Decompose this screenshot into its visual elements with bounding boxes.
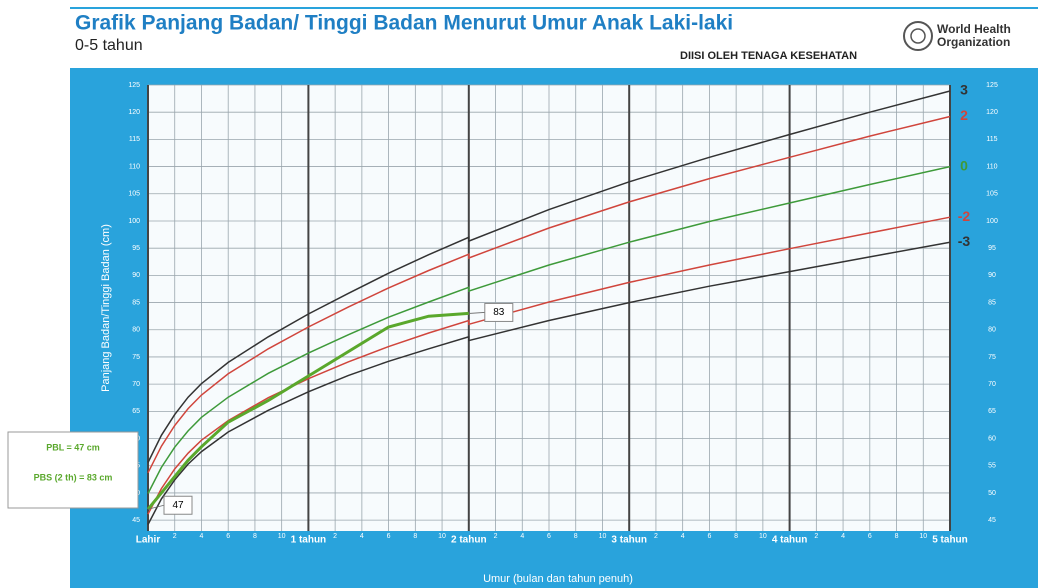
legend-label: -3 — [958, 233, 971, 249]
y-tick-label: 115 — [129, 136, 140, 143]
y-axis-title: Panjang Badan/Tinggi Badan (cm) — [100, 224, 112, 392]
x-tick-label: 6 — [547, 533, 551, 540]
annotation: PBL = 47 cm — [46, 442, 100, 452]
y-tick-label: 65 — [132, 408, 140, 415]
y-tick-label: 95 — [988, 245, 996, 252]
x-tick-label: 8 — [253, 533, 257, 540]
y-tick-label: 70 — [132, 381, 140, 388]
legend-label: -2 — [958, 208, 971, 224]
label-box — [163, 495, 193, 515]
org-name: World Health — [937, 22, 1011, 36]
x-axis-title: Umur (bulan dan tahun penuh) — [483, 573, 633, 585]
x-tick-label: 1 tahun — [291, 535, 327, 546]
x-tick-label: 10 — [599, 533, 607, 540]
y-tick-label: 95 — [132, 245, 140, 252]
y-tick-label: 105 — [986, 191, 998, 198]
y-tick-label: 45 — [988, 517, 996, 524]
who-logo-inner — [910, 28, 926, 44]
y-tick-label: 45 — [132, 517, 140, 524]
y-tick-label: 120 — [128, 109, 140, 116]
x-tick-label: 2 tahun — [451, 535, 487, 546]
reference-line — [147, 115, 951, 474]
subtitle: 0-5 tahun — [75, 37, 143, 54]
chart-title: Grafik Panjang Badan/ Tinggi Badan Menur… — [75, 12, 733, 35]
child-line — [146, 311, 469, 511]
x-tick-label: 10 — [919, 533, 927, 540]
org-name: Organization — [937, 35, 1010, 49]
x-tick-label: 2 — [173, 533, 177, 540]
legend-label: 2 — [960, 107, 968, 123]
legend-label: 0 — [960, 157, 968, 173]
legend-label: 3 — [960, 82, 968, 98]
x-tick-label: 4 — [200, 533, 204, 540]
y-tick-label: 65 — [988, 408, 996, 415]
x-tick-label: 6 — [868, 533, 872, 540]
data-label: 83 — [493, 307, 505, 318]
y-tick-label: 120 — [986, 109, 998, 116]
annotation: PBS (2 th) = 83 cm — [34, 472, 113, 482]
reference-line — [147, 90, 951, 463]
y-tick-label: 110 — [986, 163, 997, 170]
x-tick-label: 5 tahun — [932, 535, 968, 546]
y-tick-label: 125 — [986, 82, 998, 89]
y-tick-label: 85 — [132, 299, 140, 306]
y-tick-label: 80 — [132, 327, 140, 334]
x-tick-label: 2 — [814, 533, 818, 540]
x-tick-label: 6 — [387, 533, 391, 540]
x-tick-label: 2 — [494, 533, 498, 540]
label-leader — [147, 504, 165, 510]
x-tick-label: 8 — [895, 533, 899, 540]
note: DIISI OLEH TENAGA KESEHATAN — [680, 50, 857, 62]
reference-line — [147, 165, 951, 494]
x-tick-label: 10 — [278, 533, 286, 540]
x-tick-label: 4 — [520, 533, 524, 540]
x-tick-label: 3 tahun — [611, 535, 647, 546]
x-tick-label: 10 — [438, 533, 446, 540]
x-tick-label: 8 — [574, 533, 578, 540]
label-leader — [468, 312, 485, 314]
y-tick-label: 50 — [988, 490, 996, 497]
x-tick-label: 6 — [707, 533, 711, 540]
x-tick-label: 2 — [333, 533, 337, 540]
y-tick-label: 70 — [988, 381, 996, 388]
y-tick-label: 75 — [132, 354, 140, 361]
x-tick-label: 4 — [681, 533, 685, 540]
annotation-box — [7, 431, 139, 509]
data-label: 47 — [172, 500, 184, 511]
y-tick-label: 80 — [988, 327, 996, 334]
y-tick-label: 90 — [132, 272, 140, 279]
x-tick-label: 10 — [759, 533, 767, 540]
y-tick-label: 125 — [128, 82, 140, 89]
x-tick-label: 4 tahun — [772, 535, 808, 546]
x-tick-label: Lahir — [136, 535, 161, 546]
y-tick-label: 75 — [988, 354, 996, 361]
reference-line — [147, 216, 951, 515]
label-box — [484, 302, 514, 322]
x-tick-label: 6 — [226, 533, 230, 540]
x-tick-label: 4 — [841, 533, 845, 540]
y-tick-label: 105 — [128, 191, 140, 198]
y-tick-label: 55 — [988, 463, 996, 470]
x-tick-label: 4 — [360, 533, 364, 540]
y-tick-label: 85 — [988, 299, 996, 306]
x-tick-label: 2 — [654, 533, 658, 540]
x-tick-label: 8 — [734, 533, 738, 540]
y-tick-label: 100 — [986, 218, 998, 225]
y-tick-label: 60 — [988, 435, 996, 442]
who-logo — [903, 21, 933, 51]
y-tick-label: 110 — [129, 163, 140, 170]
y-tick-label: 115 — [986, 136, 997, 143]
y-tick-label: 100 — [128, 218, 140, 225]
y-tick-label: 90 — [988, 272, 996, 279]
reference-line — [147, 241, 951, 525]
x-tick-label: 8 — [413, 533, 417, 540]
